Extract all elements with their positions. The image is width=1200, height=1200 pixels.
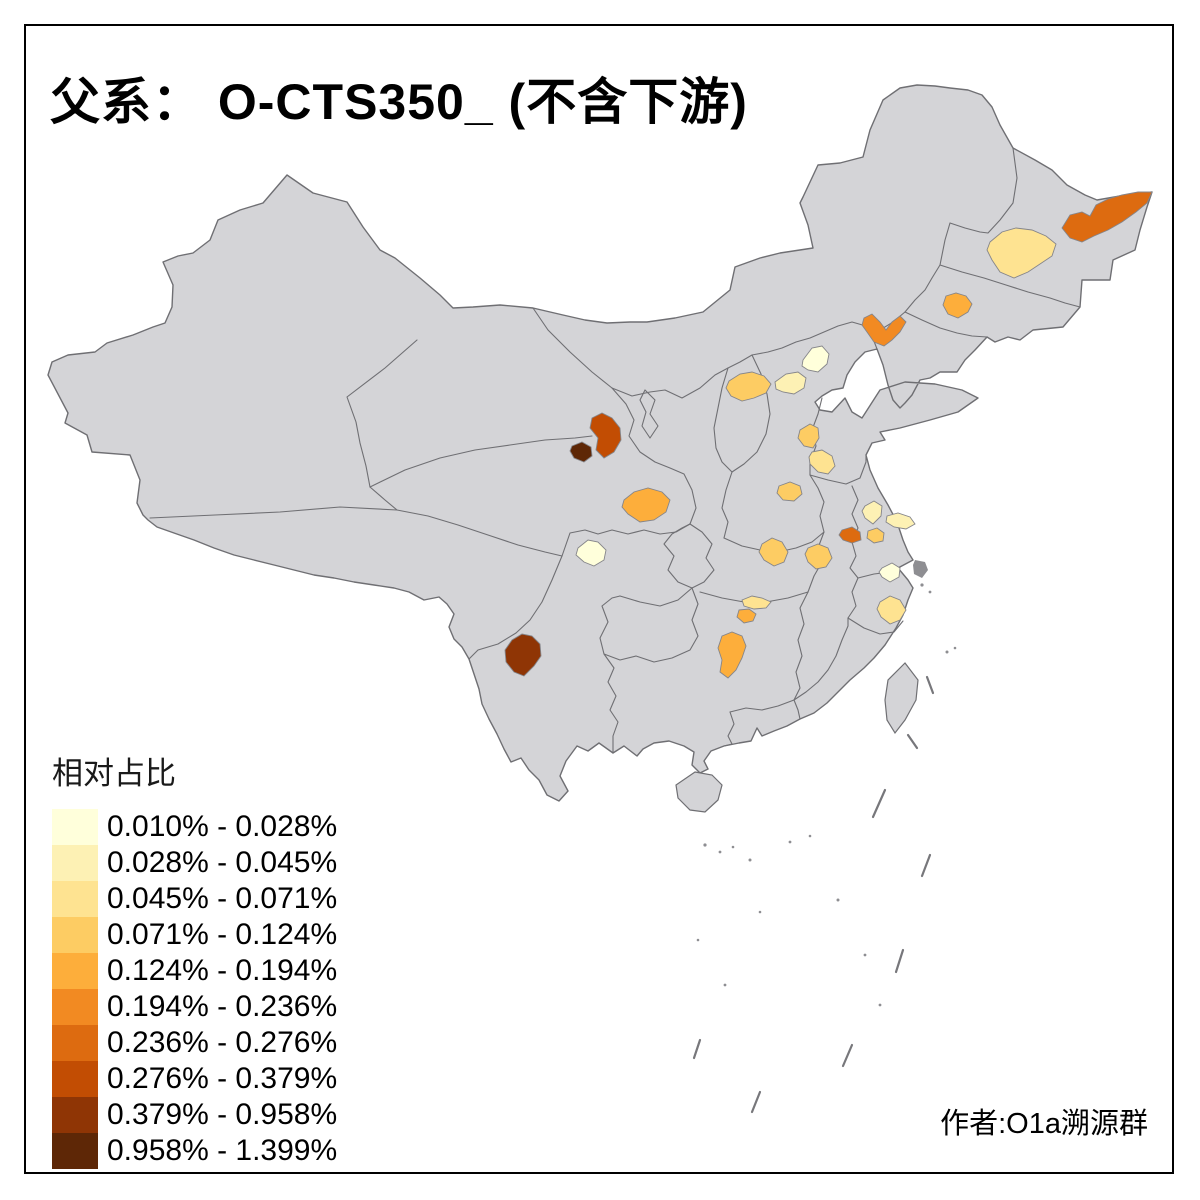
legend-swatch <box>52 1025 98 1061</box>
region-gansu-linxia <box>569 441 593 463</box>
region-hebei-south <box>797 423 820 449</box>
legend-swatch <box>52 809 98 845</box>
region-beijing <box>801 345 830 373</box>
legend-swatch <box>52 1097 98 1133</box>
legend-label: 0.276% - 0.379% <box>107 1062 338 1095</box>
region-hubei-north <box>758 537 789 567</box>
region-hunan-southwest <box>717 631 747 679</box>
legend-row-4: 0.071% - 0.124% <box>52 917 337 953</box>
region-jiangsu-central <box>866 527 885 544</box>
legend-row-5: 0.124% - 0.194% <box>52 953 337 989</box>
legend-label: 0.958% - 1.399% <box>107 1134 338 1167</box>
region-jiangsu-nanjing <box>838 526 862 544</box>
legend-rows: 0.010% - 0.028% 0.028% - 0.045% 0.045% - 0… <box>52 809 337 1169</box>
legend-row-1: 0.010% - 0.028% <box>52 809 337 845</box>
legend: 相对占比 0.010% - 0.028% 0.028% - 0.045% 0.045… <box>52 748 337 1169</box>
province-borders <box>149 147 1081 754</box>
legend-swatch <box>52 989 98 1025</box>
legend-row-2: 0.028% - 0.045% <box>52 845 337 881</box>
region-heilongjiang-west <box>986 227 1057 279</box>
legend-row-10: 0.958% - 1.399% <box>52 1133 337 1169</box>
legend-label: 0.194% - 0.236% <box>107 990 338 1023</box>
nine-dash-line <box>692 675 935 1114</box>
legend-label: 0.010% - 0.028% <box>107 810 338 843</box>
region-jiangsu-north <box>861 500 883 525</box>
region-anhui-west <box>804 543 833 570</box>
legend-swatch <box>52 1061 98 1097</box>
legend-label: 0.045% - 0.071% <box>107 882 338 915</box>
region-liaoning-west <box>861 313 907 347</box>
region-gansu-lanzhou <box>589 412 622 459</box>
region-jilin-west <box>942 292 973 319</box>
region-henan-north <box>776 481 803 502</box>
legend-label: 0.028% - 0.045% <box>107 846 338 879</box>
legend-swatch <box>52 917 98 953</box>
region-jiangsu-east <box>885 512 916 530</box>
region-yunnan-dali <box>504 633 542 677</box>
legend-label: 0.236% - 0.276% <box>107 1026 338 1059</box>
attribution: 作者:O1a溯源群 <box>940 1108 1148 1140</box>
region-jiangsu-south <box>878 562 901 583</box>
map-title: 父系： O-CTS350_ (不含下游) <box>50 74 748 130</box>
region-hebei-central <box>774 371 807 395</box>
legend-row-8: 0.276% - 0.379% <box>52 1061 337 1097</box>
region-shanxi-north <box>725 371 772 402</box>
small-islands <box>696 583 957 1007</box>
taiwan-island <box>884 662 919 735</box>
highlighted-regions <box>504 191 1153 679</box>
legend-swatch <box>52 881 98 917</box>
region-hunan-west <box>736 608 757 624</box>
region-sichuan-central <box>575 539 607 567</box>
legend-title: 相对占比 <box>52 756 176 791</box>
legend-row-7: 0.236% - 0.276% <box>52 1025 337 1061</box>
legend-label: 0.379% - 0.958% <box>107 1098 338 1131</box>
legend-row-3: 0.045% - 0.071% <box>52 881 337 917</box>
region-hunan-northwest <box>741 595 772 610</box>
region-zhejiang-coast <box>876 595 907 625</box>
legend-row-6: 0.194% - 0.236% <box>52 989 337 1025</box>
legend-swatch <box>52 845 98 881</box>
region-heilongjiang-northeast <box>1061 191 1153 243</box>
legend-swatch <box>52 1133 98 1169</box>
hainan-island <box>675 771 723 813</box>
legend-swatch <box>52 953 98 989</box>
legend-row-9: 0.379% - 0.958% <box>52 1097 337 1133</box>
region-shandong-west <box>808 449 836 475</box>
region-shaanxi-south <box>621 487 671 523</box>
legend-label: 0.124% - 0.194% <box>107 954 338 987</box>
shanghai-urban-cluster <box>913 560 928 578</box>
legend-label: 0.071% - 0.124% <box>107 918 338 951</box>
